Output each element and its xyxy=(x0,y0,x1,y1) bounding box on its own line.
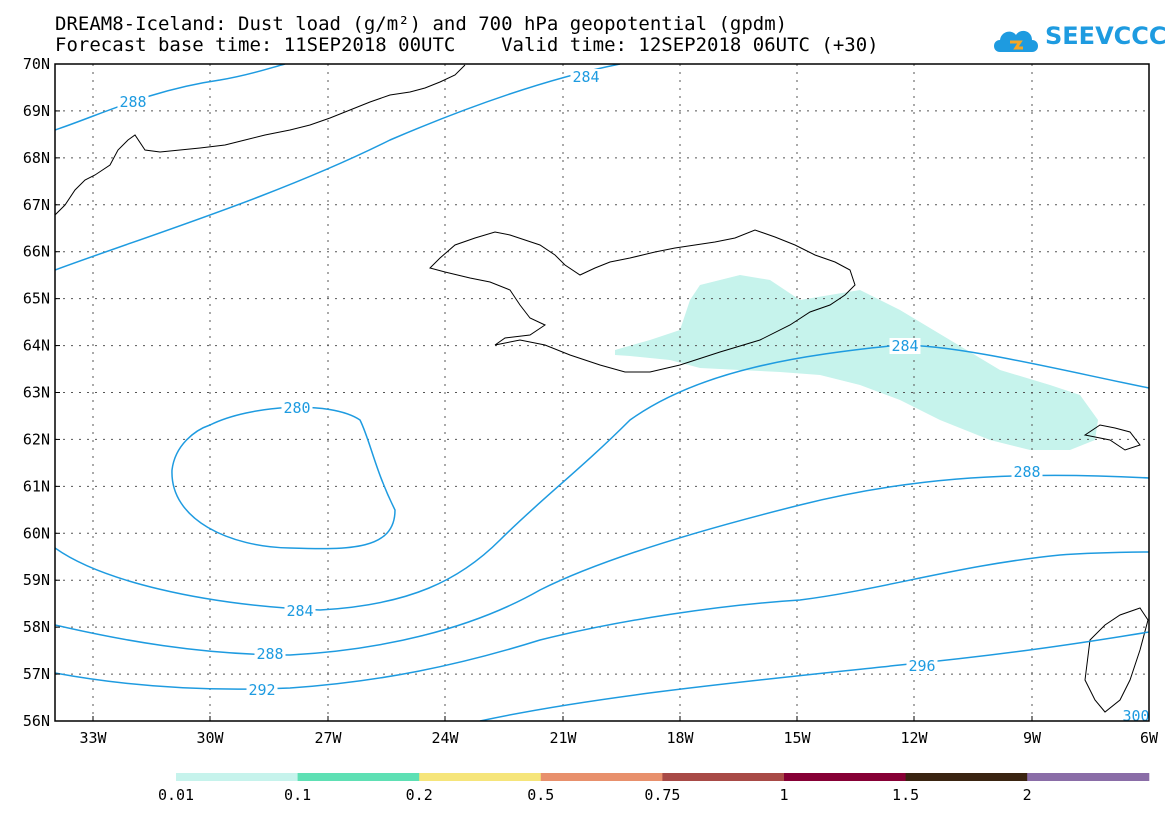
contour-labels: 288 284 280 284 288 292 284 288 296 300 xyxy=(117,68,1152,725)
contour-label-bg xyxy=(889,338,921,354)
color-legend: 0.01 0.1 0.2 0.5 0.75 1 1.5 2 xyxy=(158,773,1150,804)
map-title: DREAM8-Iceland: Dust load (g/m²) and 700… xyxy=(55,13,788,35)
logo-text: SEEVCCC xyxy=(1045,22,1167,50)
contour-label-bg xyxy=(284,603,316,619)
longitude-label: 33W xyxy=(79,729,107,747)
contour-label: 284 xyxy=(286,602,313,620)
contour-label-bg xyxy=(570,69,602,85)
longitude-label: 12W xyxy=(900,729,928,747)
contour-label: 284 xyxy=(572,68,599,86)
geopotential-contours xyxy=(55,64,1149,721)
contour-label-bg xyxy=(1120,708,1152,724)
legend-swatch xyxy=(176,773,299,781)
latitude-label: 56N xyxy=(23,712,50,730)
legend-swatch xyxy=(784,773,907,781)
contour-label-bg xyxy=(246,682,278,698)
latitude-label: 67N xyxy=(23,196,50,214)
legend-label: 2 xyxy=(1023,786,1032,804)
legend-label: 0.1 xyxy=(284,786,311,804)
longitude-label: 9W xyxy=(1023,729,1042,747)
contour-label: 296 xyxy=(908,657,935,675)
legend-label: 0.5 xyxy=(527,786,554,804)
legend-label: 1.5 xyxy=(892,786,919,804)
latitude-label: 70N xyxy=(23,55,50,73)
contour-label: 280 xyxy=(283,399,310,417)
longitude-label: 24W xyxy=(431,729,459,747)
map-subtitle: Forecast base time: 11SEP2018 00UTC Vali… xyxy=(55,34,879,56)
latitude-label: 65N xyxy=(23,290,50,308)
contour-label: 288 xyxy=(256,645,283,663)
latitude-label: 62N xyxy=(23,430,50,448)
contour-label-bg xyxy=(254,646,286,662)
contour-label: 288 xyxy=(1013,463,1040,481)
latitude-labels: 70N 69N 68N 67N 66N 65N 64N 63N 62N 61N 60N 59N 58N 5… xyxy=(23,55,60,730)
legend-label: 0.01 xyxy=(158,786,194,804)
longitude-label: 30W xyxy=(196,729,224,747)
contour-label: 288 xyxy=(119,93,146,111)
latitude-label: 58N xyxy=(23,618,50,636)
latitude-label: 68N xyxy=(23,149,50,167)
contour-label: 284 xyxy=(891,337,918,355)
cloud-icon xyxy=(994,30,1038,52)
latitude-label: 64N xyxy=(23,337,50,355)
legend-label: 0.75 xyxy=(644,786,680,804)
longitude-label: 15W xyxy=(783,729,811,747)
contour-label-bg xyxy=(1011,464,1043,480)
legend-swatch xyxy=(662,773,785,781)
coastline xyxy=(55,64,1149,713)
latitude-label: 60N xyxy=(23,524,50,542)
legend-swatch xyxy=(297,773,420,781)
grid-lines xyxy=(55,64,1149,721)
latitude-label: 66N xyxy=(23,243,50,261)
legend-swatch xyxy=(419,773,542,781)
dust-plume xyxy=(615,275,1098,450)
contour-label: 300 xyxy=(1122,707,1149,725)
longitude-label: 27W xyxy=(314,729,342,747)
latitude-label: 57N xyxy=(23,665,50,683)
legend-swatch xyxy=(905,773,1028,781)
contour-label-bg xyxy=(281,400,313,416)
contour-label-bg xyxy=(906,658,938,674)
longitude-label: 18W xyxy=(666,729,694,747)
legend-swatch xyxy=(1027,773,1150,781)
legend-label: 0.2 xyxy=(406,786,433,804)
latitude-label: 63N xyxy=(23,384,50,402)
contour-label-bg xyxy=(117,94,149,110)
longitude-label: 21W xyxy=(549,729,577,747)
contour-label: 292 xyxy=(248,681,275,699)
latitude-label: 69N xyxy=(23,102,50,120)
longitude-label: 6W xyxy=(1140,729,1159,747)
latitude-label: 61N xyxy=(23,477,50,495)
legend-swatch xyxy=(540,773,663,781)
longitude-labels: 33W 30W 27W 24W 21W 18W 15W 12W 9W 6W xyxy=(79,716,1159,747)
latitude-label: 59N xyxy=(23,571,50,589)
legend-label: 1 xyxy=(779,786,788,804)
